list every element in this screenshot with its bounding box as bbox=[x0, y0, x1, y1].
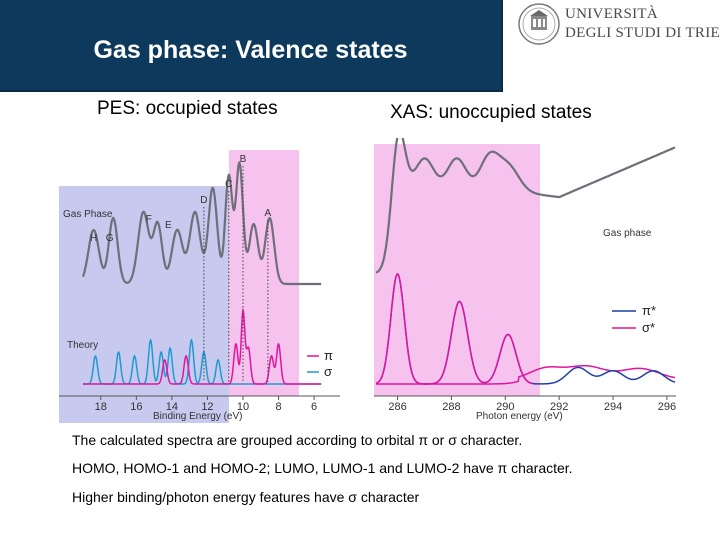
title-bar: Gas phase: Valence states bbox=[0, 0, 503, 92]
pes-x-axis-label: Binding Energy (eV) bbox=[153, 411, 243, 422]
pes-figure: 18 16 14 12 10 8 6 Binding Energy (eV) Gas Phase… bbox=[55, 138, 345, 423]
xas-x-tick-label: 290 bbox=[496, 401, 514, 413]
university-name-line1: UNIVERSITÀ bbox=[565, 6, 658, 22]
pes-x-tick-label: 16 bbox=[130, 401, 142, 413]
pes-peak-label-d: D bbox=[200, 195, 207, 206]
xas-pi-band bbox=[374, 144, 540, 396]
pes-legend-pi-label: π bbox=[324, 348, 333, 363]
pes-gas-phase-line bbox=[81, 161, 322, 286]
pes-sigma-curve bbox=[83, 338, 322, 385]
pes-subtitle: PES: occupied states bbox=[97, 98, 278, 119]
xas-x-tick-label: 286 bbox=[388, 401, 406, 413]
xas-panel-label-gas-phase: Gas phase bbox=[603, 228, 652, 239]
slide-title: Gas phase: Valence states bbox=[93, 36, 408, 64]
body-line-3: Higher binding/photon energy features ha… bbox=[72, 489, 420, 505]
pes-peak-label-f: F bbox=[146, 214, 152, 225]
body-line-1: The calculated spectra are grouped accor… bbox=[72, 432, 523, 448]
pes-peak-label-g: G bbox=[106, 233, 114, 244]
university-logo: UNIVERSITÀ DEGLI STUDI DI TRIESTE bbox=[517, 2, 720, 46]
pes-peak-label-h: H bbox=[90, 233, 97, 244]
pes-panel-label-gas-phase: Gas Phase bbox=[63, 209, 113, 220]
pes-x-tick-label: 8 bbox=[275, 401, 281, 413]
body-line-2: HOMO, HOMO-1 and HOMO-2; LUMO, LUMO-1 an… bbox=[72, 460, 573, 476]
xas-legend: π* σ* bbox=[612, 303, 656, 335]
pes-x-tick-label: 12 bbox=[201, 401, 213, 413]
pes-gas-phase-curve bbox=[81, 161, 322, 286]
xas-subtitle: XAS: unoccupied states bbox=[390, 102, 592, 123]
pes-peak-label-b: B bbox=[240, 154, 247, 165]
xas-legend-sigma-star-label: σ* bbox=[642, 320, 655, 335]
xas-x-tick-label: 292 bbox=[550, 401, 568, 413]
pes-x-tick-label: 18 bbox=[95, 401, 107, 413]
xas-x-tick-label: 288 bbox=[442, 401, 460, 413]
university-seal-icon bbox=[518, 3, 560, 45]
pes-pi-curve bbox=[83, 307, 322, 385]
pes-x-tick-label: 6 bbox=[311, 401, 317, 413]
pes-peak-label-a: A bbox=[265, 208, 272, 219]
pes-panel-label-theory: Theory bbox=[67, 340, 98, 351]
pes-legend: πσ bbox=[307, 348, 333, 379]
xas-x-tick-label: 294 bbox=[604, 401, 622, 413]
pes-peak-label-e: E bbox=[165, 220, 172, 231]
university-name-line2: DEGLI STUDI DI TRIESTE bbox=[565, 25, 720, 41]
title-box: Gas phase: Valence states bbox=[0, 0, 503, 92]
xas-legend-pi-star-label: π* bbox=[642, 303, 656, 318]
pes-peak-label-c: C bbox=[225, 179, 232, 190]
pes-x-tick-label: 10 bbox=[237, 401, 249, 413]
xas-main-peaks-curve bbox=[375, 273, 533, 385]
xas-x-axis-label: Photon energy (eV) bbox=[476, 411, 563, 422]
xas-figure: 286 288 290 292 294 296 Photon energy (eV) Gas … bbox=[370, 138, 680, 423]
xas-x-tick-label: 296 bbox=[658, 401, 676, 413]
pes-x-tick-label: 14 bbox=[166, 401, 178, 413]
pes-legend-sigma-label: σ bbox=[324, 364, 332, 379]
university-name: UNIVERSITÀ DEGLI STUDI DI TRIESTE bbox=[565, 5, 720, 43]
xas-gas-phase-curve bbox=[375, 138, 676, 274]
